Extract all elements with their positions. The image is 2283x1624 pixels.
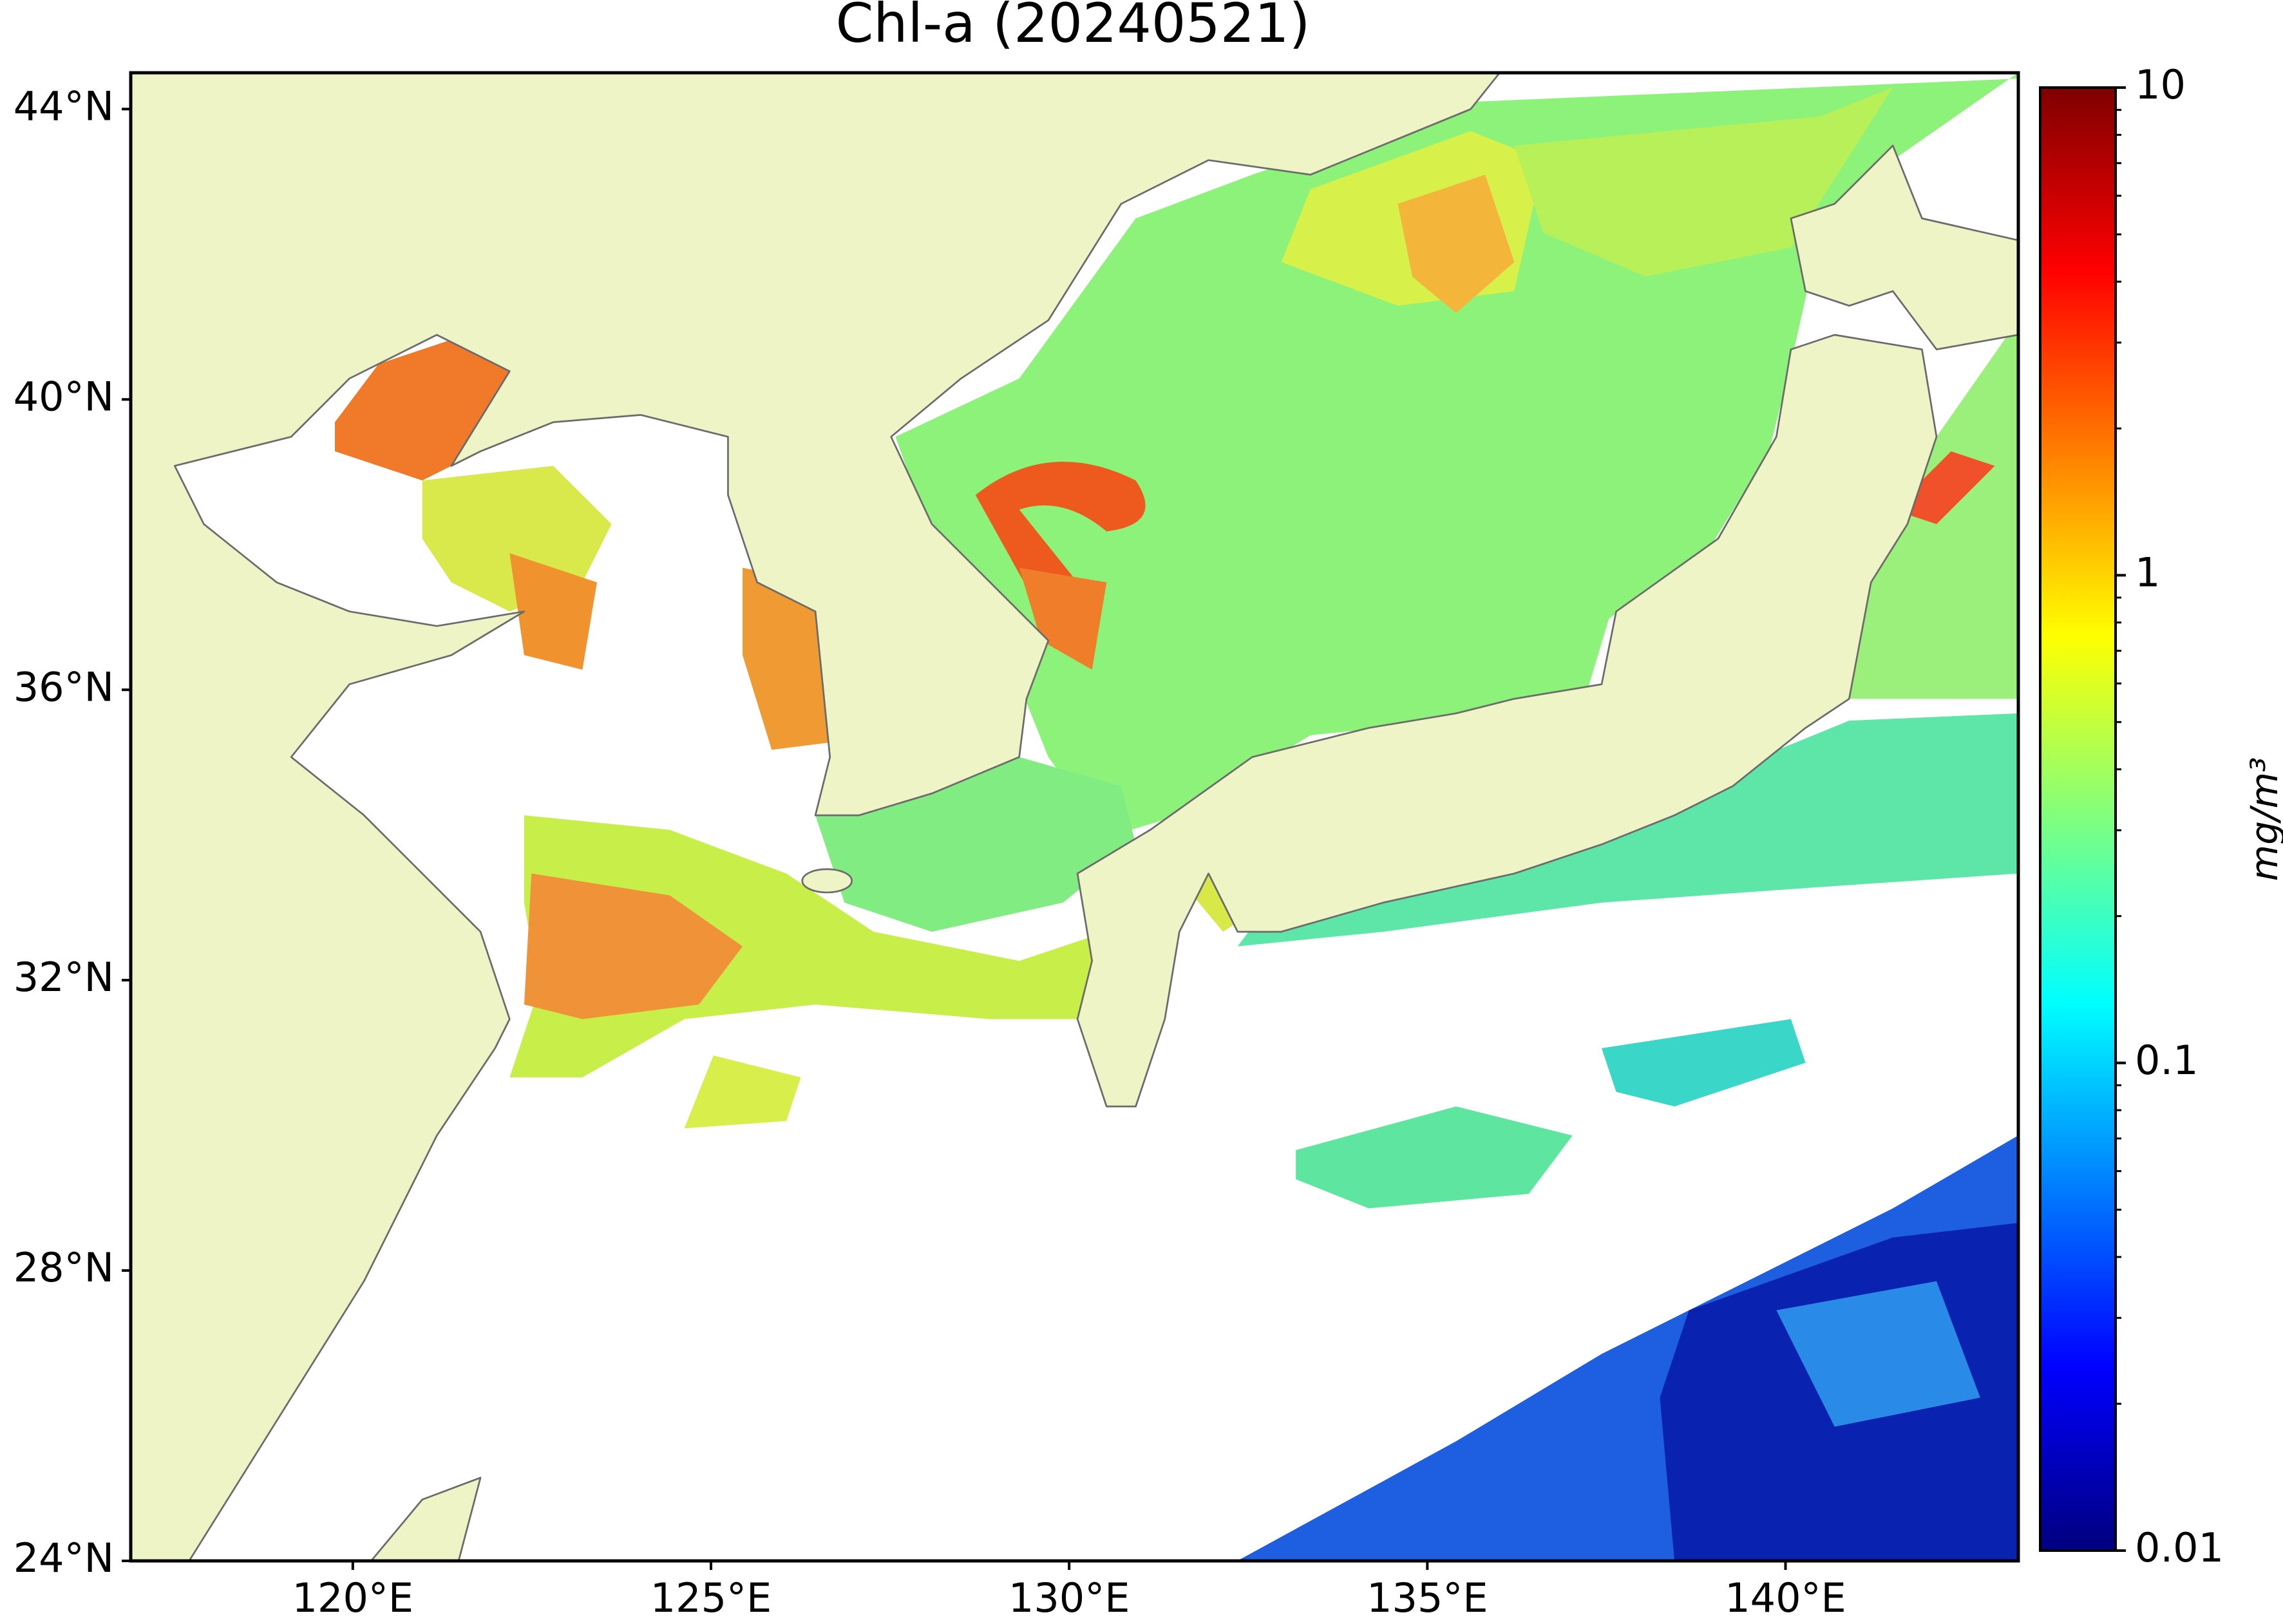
taiwan [370,1477,482,1561]
colorbar-tick-label: 0.1 [2135,1037,2199,1084]
chl-patch [1019,567,1107,670]
landmass [131,73,1501,1561]
chl-patch [335,335,510,481]
chl-patch [1601,1019,1806,1107]
chl-patch [1296,1106,1573,1209]
y-tick-label: 36°N [14,663,114,710]
x-tick-label: 130°E [1009,1574,1130,1621]
hokkaido [1790,144,2018,350]
y-tick-label: 24°N [14,1534,114,1582]
y-tick-label: 40°N [14,373,114,420]
chart-title: Chl-a (20240521) [836,0,1311,55]
chl-patch [509,553,597,670]
y-tick-label: 44°N [14,82,114,129]
x-tick-label: 140°E [1725,1574,1846,1621]
chl-patch [1776,1281,1980,1427]
colorbar-tick-label: 10 [2135,61,2186,108]
plot-frame [129,71,2020,1563]
chl-patch [509,815,1107,1078]
y-tick-label: 28°N [14,1244,114,1291]
chl-patch [1397,175,1515,314]
chl-patch [684,1055,801,1129]
land [131,73,2018,1561]
colorbar [2039,86,2117,1552]
chl-patch [895,73,2018,838]
chl-patch [975,462,1146,627]
chl-patch [743,567,830,750]
colorbar-tick-label: 1 [2135,549,2160,596]
map [131,73,2018,1561]
y-tick-label: 32°N [14,954,114,1001]
x-tick-label: 135°E [1367,1574,1488,1621]
jeju [801,868,853,894]
chl-patch [1893,451,1995,524]
chl-patch [524,873,743,1019]
colorbar-tick-label: 0.01 [2135,1524,2224,1571]
japan [1076,334,1938,1108]
x-tick-label: 125°E [650,1574,772,1621]
x-tick-label: 120°E [292,1574,414,1621]
colorbar-label: mg/m³ [2242,757,2283,882]
